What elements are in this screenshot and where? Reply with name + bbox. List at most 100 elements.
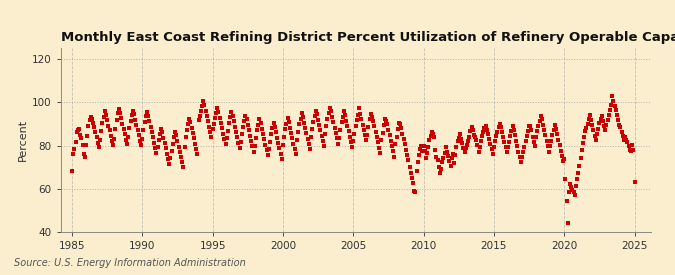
Point [443,154,454,158]
Point [460,146,471,151]
Point [504,140,514,144]
Point [543,149,554,154]
Point [597,118,608,123]
Point [74,126,84,131]
Point [533,124,544,128]
Point [288,142,299,146]
Point [605,108,616,112]
Point [616,130,627,134]
Point [301,131,312,136]
Point [228,119,239,123]
Point [340,113,350,117]
Point [112,111,123,116]
Point [554,143,565,147]
Point [161,152,172,156]
Point [450,153,460,157]
Point [545,144,556,148]
Point [148,141,159,145]
Point [92,141,103,145]
Point [599,123,610,128]
Point [279,135,290,139]
Point [271,130,281,135]
Point [348,139,358,144]
Point [377,131,388,135]
Point [422,151,433,155]
Point [347,145,358,149]
Point [510,133,520,138]
Point [255,121,266,125]
Point [306,134,317,139]
Point [157,130,167,134]
Point [462,139,473,143]
Point [405,170,416,175]
Point [389,154,400,159]
Point [421,156,431,161]
Point [567,188,578,192]
Point [471,138,482,142]
Point [309,114,320,118]
Point [166,149,177,153]
Point [190,142,200,146]
Point [95,138,105,143]
Point [507,124,518,128]
Point [568,189,579,194]
Point [99,109,110,114]
Point [259,137,269,142]
Point [236,140,246,144]
Point [323,111,334,115]
Point [302,136,313,141]
Point [250,136,261,140]
Point [585,113,595,117]
Point [146,130,157,134]
Point [193,118,204,122]
Point [618,134,628,138]
Point [300,126,310,130]
Point [233,141,244,145]
Point [492,130,503,135]
Point [134,139,145,143]
Point [78,152,89,156]
Point [325,106,335,110]
Point [277,142,288,147]
Point [381,119,392,123]
Point [508,127,519,132]
Point [493,125,504,130]
Point [529,144,540,148]
Point [454,132,465,136]
Point [624,147,635,152]
Point [408,181,418,186]
Point [404,165,415,170]
Point [513,149,524,154]
Point [414,147,425,151]
Point [479,126,490,130]
Point [290,152,301,156]
Point [581,125,592,130]
Point [126,113,137,117]
Point [89,125,100,130]
Point [329,125,340,130]
Point [574,164,585,169]
Point [466,125,477,129]
Point [294,122,304,127]
Point [576,148,587,153]
Point [423,145,433,149]
Point [425,134,436,138]
Point [144,119,155,123]
Point [409,189,420,193]
Point [268,121,279,125]
Point [292,138,302,142]
Point [184,116,194,121]
Point [549,123,560,127]
Point [498,135,509,140]
Point [591,132,602,137]
Point [436,167,447,172]
Point [298,120,309,125]
Point [467,128,478,132]
Point [187,131,198,135]
Point [97,121,108,125]
Point [451,145,462,149]
Point [562,221,573,226]
Point [462,143,472,147]
Point [365,111,376,116]
Point [265,140,275,144]
